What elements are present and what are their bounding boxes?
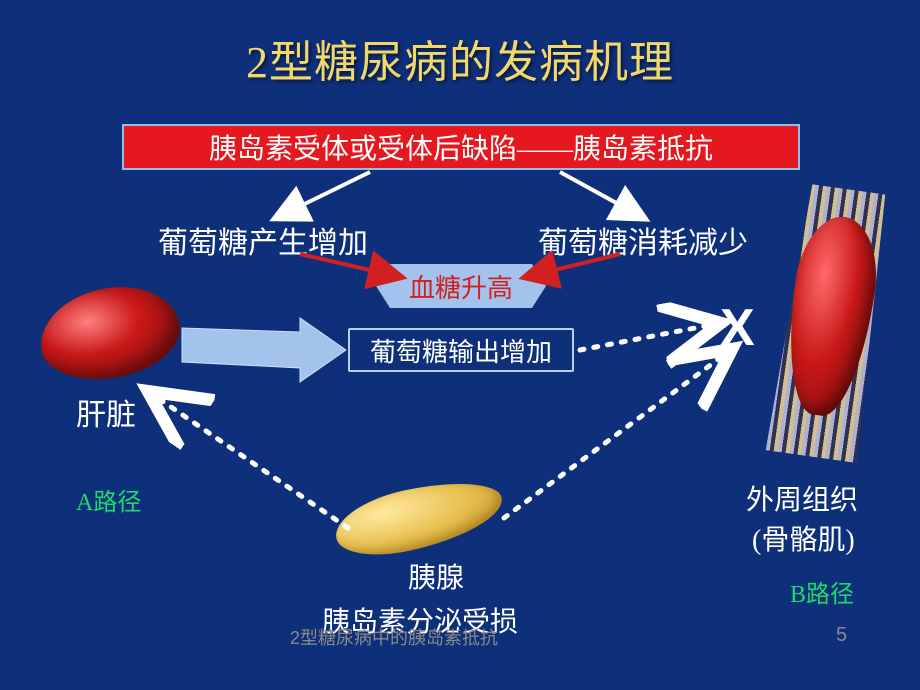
arrow-output-to-muscle [580, 324, 716, 350]
pancreas-icon [334, 478, 504, 558]
footer-text: 2型糖尿病中的胰岛素抵抗 [290, 624, 498, 650]
peripheral-tissue-label-2: (骨骼肌) [752, 518, 855, 558]
glucose-output-increase-box: 葡萄糖输出增加 [348, 328, 574, 372]
liver-label: 肝脏 [76, 390, 136, 434]
arrow-liver-to-output [182, 318, 346, 382]
slide-title: 2型糖尿病的发病机理 [0, 26, 920, 90]
slide: 2型糖尿病的发病机理 胰岛素受体或受体后缺陷——胰岛素抵抗 葡萄糖产生增加 葡萄… [0, 0, 920, 690]
arrow-defect-to-cons [560, 172, 640, 216]
arrow-defect-to-prod [280, 172, 370, 216]
muscle-icon [766, 183, 895, 463]
defect-box: 胰岛素受体或受体后缺陷——胰岛素抵抗 [122, 124, 800, 170]
glucose-production-increase-label: 葡萄糖产生增加 [158, 218, 368, 262]
page-number: 5 [836, 624, 847, 647]
glucose-consumption-decrease-label: 葡萄糖消耗减少 [538, 218, 748, 262]
blood-glucose-high-box: 血糖升高 [376, 264, 546, 308]
liver-icon [36, 281, 185, 385]
path-b-label: B路径 [790, 574, 854, 609]
arrow-pancreas-to-muscle [504, 352, 728, 518]
arrow-pancreas-to-liver [152, 394, 348, 528]
peripheral-tissue-label-1: 外周组织 [746, 478, 858, 518]
pancreas-label: 胰腺 [408, 556, 464, 596]
x-mark: X [720, 298, 755, 358]
path-a-label: A路径 [76, 482, 141, 517]
